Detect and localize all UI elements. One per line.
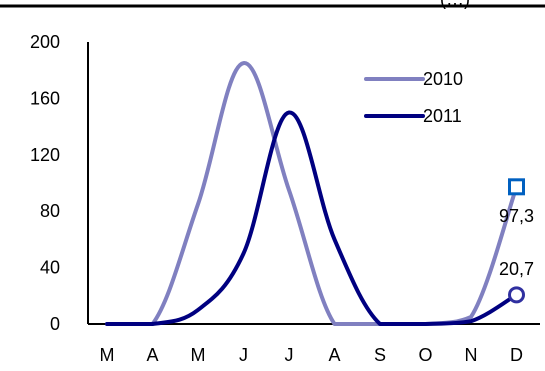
axes	[87, 42, 540, 325]
legend: 2010 2011	[364, 69, 463, 126]
x-tick-label: S	[374, 345, 386, 365]
x-tick-label: J	[285, 345, 294, 365]
x-tick-label: J	[239, 345, 248, 365]
series-end-markers: 97,3 20,7	[499, 178, 534, 304]
end-label-2010: 97,3	[499, 206, 534, 226]
end-marker-2010	[508, 178, 525, 196]
y-tick-label: 0	[50, 314, 60, 334]
x-tick-label: D	[510, 345, 523, 365]
y-tick-label: 120	[30, 145, 60, 165]
y-tick-label: 40	[40, 258, 60, 278]
legend-label-2011: 2011	[423, 106, 462, 126]
legend-label-2010: 2010	[423, 69, 463, 89]
series-lines	[105, 61, 519, 326]
end-label-2011: 20,7	[499, 259, 534, 279]
x-tick-label: A	[146, 345, 158, 365]
y-tick-label: 200	[30, 32, 60, 52]
x-tick-label: M	[191, 345, 206, 365]
end-marker-2011	[508, 286, 525, 304]
x-tick-label: M	[100, 345, 115, 365]
series-line-2011	[105, 110, 519, 326]
x-tick-label: A	[328, 345, 340, 365]
series-line-2010	[105, 61, 519, 326]
y-tick-label: 80	[40, 201, 60, 221]
x-tick-label: N	[465, 345, 478, 365]
y-axis-ticks: 0 40 80 120 160 200	[30, 32, 60, 334]
y-tick-label: 160	[30, 88, 60, 108]
x-tick-label: O	[418, 345, 432, 365]
partial-title: (…)	[440, 0, 470, 9]
